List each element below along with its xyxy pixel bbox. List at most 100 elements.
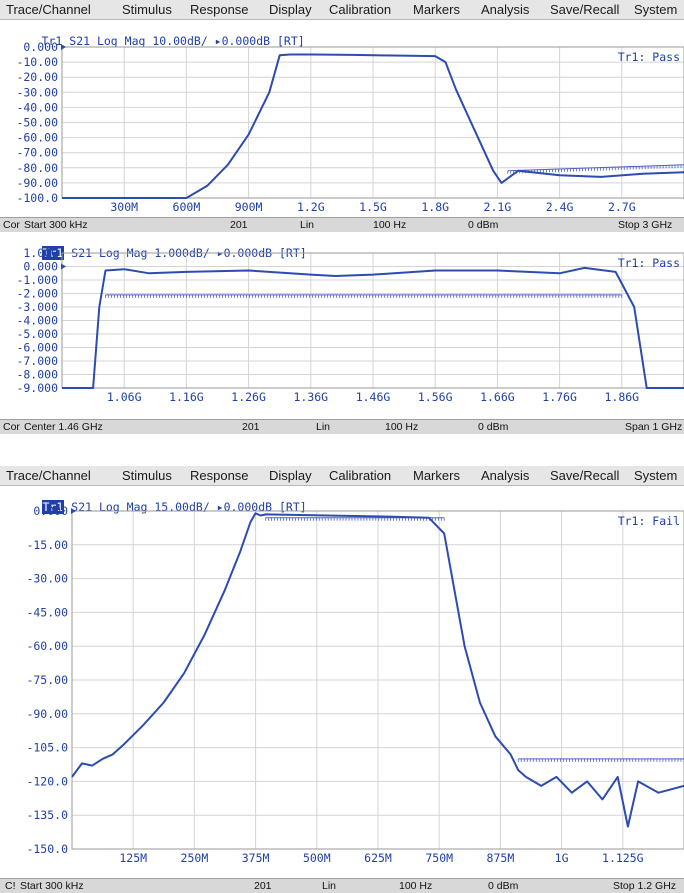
- y-tick-label: -40.00: [16, 100, 58, 114]
- menu-calibration[interactable]: Calibration: [329, 2, 392, 17]
- x-tick-label: 1.2G: [297, 200, 325, 214]
- y-tick-label: -10.00: [16, 55, 58, 69]
- menu-response[interactable]: Response: [190, 468, 249, 483]
- y-tick-label: -8.000: [16, 368, 58, 382]
- y-tick-label: -100.0: [16, 191, 58, 205]
- y-tick-label: -7.000: [16, 354, 58, 368]
- x-tick-label: 1.26G: [231, 390, 266, 404]
- menu-stimulus[interactable]: Stimulus: [122, 2, 172, 17]
- trace-svg: 0.000-10.00-20.00-30.00-40.00 -50.00-60.0…: [16, 40, 684, 214]
- sweep-center[interactable]: Center 1.46 GHz: [24, 421, 103, 433]
- limit-test-result: Tr1: Pass: [618, 50, 680, 64]
- menu-display[interactable]: Display: [269, 2, 312, 17]
- menu-bar: Trace/Channel Stimulus Response Display …: [0, 466, 684, 486]
- x-tick-label: 2.1G: [484, 200, 512, 214]
- menu-markers[interactable]: Markers: [413, 2, 460, 17]
- trace-settings: S21 Log Mag 10.00dB/ ▸0.000dB [RT]: [69, 34, 305, 48]
- menu-analysis[interactable]: Analysis: [481, 2, 530, 17]
- x-tick-label: 300M: [110, 200, 138, 214]
- power-level[interactable]: 0 dBm: [488, 880, 519, 892]
- x-tick-label: 500M: [303, 851, 331, 865]
- y-tick-label: -90.00: [16, 176, 58, 190]
- x-tick-label: 1.06G: [107, 390, 142, 404]
- menu-display[interactable]: Display: [269, 468, 312, 483]
- x-tick-label: 2.4G: [546, 200, 574, 214]
- menu-stimulus[interactable]: Stimulus: [122, 468, 172, 483]
- sweep-type[interactable]: Lin: [300, 219, 315, 231]
- menu-save-recall[interactable]: Save/Recall: [550, 2, 620, 17]
- x-tick-label: 1.66G: [480, 390, 515, 404]
- y-tick-label: -6.000: [16, 341, 58, 355]
- menu-response[interactable]: Response: [190, 2, 249, 17]
- trace-id[interactable]: Tr1: [41, 246, 65, 260]
- sweep-type[interactable]: Lin: [322, 880, 337, 892]
- y-tick-label: -50.00: [16, 116, 58, 130]
- y-tick-label: -120.0: [26, 774, 68, 788]
- cal-status[interactable]: C!: [5, 880, 16, 892]
- power-level[interactable]: 0 dBm: [478, 421, 509, 433]
- y-tick-label: -4.000: [16, 314, 58, 328]
- sweep-points[interactable]: 201: [230, 219, 248, 231]
- y-tick-label: -105.0: [26, 741, 68, 755]
- menu-bar: Trace/Channel Stimulus Response Display …: [0, 0, 684, 20]
- trace-header: Tr1 S21 Log Mag 10.00dB/ ▸0.000dB [RT]: [0, 20, 305, 62]
- x-tick-label: 1.5G: [359, 200, 387, 214]
- measurement-trace: [71, 512, 684, 828]
- trace-id[interactable]: Tr1: [41, 500, 65, 514]
- menu-trace-channel[interactable]: Trace/Channel: [6, 468, 91, 483]
- if-bandwidth[interactable]: 100 Hz: [399, 880, 433, 892]
- sweep-stop[interactable]: Stop 3 GHz: [618, 219, 673, 231]
- menu-trace-channel[interactable]: Trace/Channel: [6, 2, 91, 17]
- y-tick-label: -15.00: [26, 538, 68, 552]
- sweep-span[interactable]: Span 1 GHz: [625, 421, 683, 433]
- y-tick-label: -30.00: [26, 572, 68, 586]
- trace-plot-passband[interactable]: Tr1 S21 Log Mag 1.000dB/ ▸0.000dB [RT] 1…: [0, 232, 684, 419]
- reference-level-icon: [71, 508, 76, 514]
- x-tick-label: 1.125G: [602, 851, 644, 865]
- sweep-type[interactable]: Lin: [316, 421, 331, 433]
- y-tick-label: -2.000: [16, 287, 58, 301]
- y-tick-label: -60.00: [16, 131, 58, 145]
- y-tick-label: -135.0: [26, 808, 68, 822]
- x-tick-label: 1.16G: [169, 390, 204, 404]
- trace-plot-wideband[interactable]: Tr1 S21 Log Mag 10.00dB/ ▸0.000dB [RT] 0…: [0, 20, 684, 217]
- x-tick-label: 1.46G: [356, 390, 391, 404]
- plot-frame: [61, 46, 684, 199]
- y-tick-label: -45.00: [26, 605, 68, 619]
- menu-system[interactable]: System: [634, 468, 678, 483]
- x-tick-label: 900M: [235, 200, 263, 214]
- channel-status-bar: Cor Center 1.46 GHz 201 Lin 100 Hz 0 dBm…: [0, 419, 684, 434]
- plot-frame: [71, 510, 684, 850]
- if-bandwidth[interactable]: 100 Hz: [385, 421, 419, 433]
- trace-id[interactable]: Tr1: [41, 34, 63, 48]
- cal-status[interactable]: Cor: [3, 421, 20, 433]
- measurement-trace: [62, 53, 684, 199]
- cal-status[interactable]: Cor: [3, 219, 20, 231]
- y-tick-label: -20.00: [16, 70, 58, 84]
- channel-status-bar: C! Start 300 kHz 201 Lin 100 Hz 0 dBm St…: [0, 878, 684, 893]
- trace-plot-filter[interactable]: Tr1 S21 Log Mag 15.00dB/ ▸0.000dB [RT] 0…: [0, 486, 684, 878]
- x-tick-label: 125M: [119, 851, 147, 865]
- y-tick-label: -3.000: [16, 300, 58, 314]
- if-bandwidth[interactable]: 100 Hz: [373, 219, 407, 231]
- sweep-points[interactable]: 201: [254, 880, 272, 892]
- x-tick-label: 2.7G: [608, 200, 636, 214]
- menu-system[interactable]: System: [634, 2, 678, 17]
- sweep-points[interactable]: 201: [242, 421, 260, 433]
- y-tick-label: 1.000: [23, 246, 58, 260]
- sweep-start[interactable]: Start 300 kHz: [20, 880, 84, 892]
- sweep-stop[interactable]: Stop 1.2 GHz: [613, 880, 677, 892]
- menu-analysis[interactable]: Analysis: [481, 468, 530, 483]
- measurement-trace: [62, 266, 684, 389]
- x-tick-label: 625M: [364, 851, 392, 865]
- x-tick-label: 875M: [487, 851, 515, 865]
- plot-frame: [61, 252, 684, 389]
- power-level[interactable]: 0 dBm: [468, 219, 499, 231]
- channel-status-bar: Cor Start 300 kHz 201 Lin 100 Hz 0 dBm S…: [0, 217, 684, 232]
- sweep-start[interactable]: Start 300 kHz: [24, 219, 88, 231]
- limit-test-result: Tr1: Pass: [618, 256, 680, 270]
- menu-save-recall[interactable]: Save/Recall: [550, 468, 620, 483]
- y-tick-label: 0.000: [33, 504, 68, 518]
- menu-markers[interactable]: Markers: [413, 468, 460, 483]
- menu-calibration[interactable]: Calibration: [329, 468, 392, 483]
